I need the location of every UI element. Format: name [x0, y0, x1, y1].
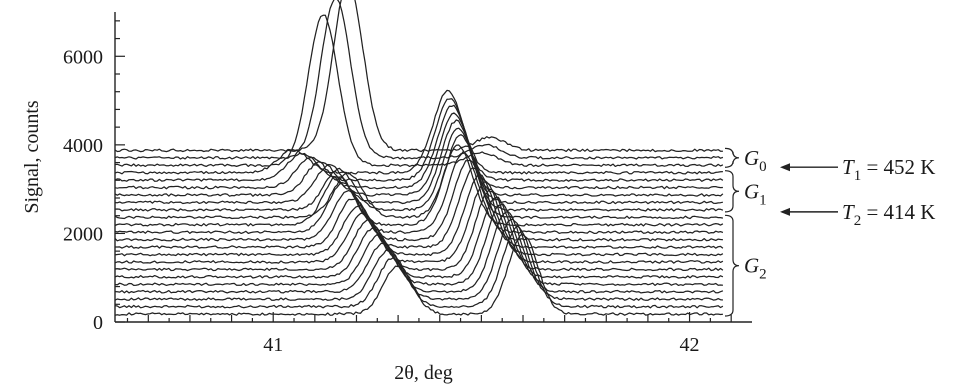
- arrow-head: [780, 207, 790, 216]
- y-tick-label: 0: [93, 312, 103, 334]
- series-line-5: [114, 196, 724, 279]
- series-line-0: [114, 233, 723, 316]
- series-line-12: [114, 144, 724, 227]
- y-tick-label: 4000: [63, 135, 103, 157]
- series-line-10: [114, 159, 723, 242]
- group-brace-G0: [724, 147, 740, 168]
- series-line-9: [115, 167, 724, 249]
- series-line-19: [114, 89, 723, 175]
- arrow-head: [780, 163, 790, 172]
- series-line-17: [114, 104, 723, 190]
- series-line-1: [114, 225, 724, 309]
- series-line-18: [114, 98, 724, 182]
- series-line-6: [114, 188, 724, 272]
- series-line-21: [114, 0, 724, 160]
- series-line-16: [114, 112, 724, 197]
- axes-layer: 0 2000 4000 6000 41 42: [63, 12, 752, 356]
- y-tick-label: 2000: [63, 223, 103, 245]
- x-axis-label: 2θ, deg: [394, 362, 452, 384]
- series-line-14: [114, 127, 724, 212]
- group-label: G2: [744, 254, 767, 283]
- temperature-label: T1 = 452 K: [842, 155, 935, 184]
- group-label: G1: [744, 179, 767, 208]
- group-brace-G1: [724, 170, 740, 213]
- series-line-13: [114, 134, 724, 220]
- x-tick-label: 42: [680, 334, 700, 356]
- series-line-11: [114, 150, 724, 235]
- series-line-4: [114, 203, 723, 287]
- series-line-2: [114, 218, 723, 301]
- group-brace-G2: [724, 214, 740, 317]
- y-tick-label: 6000: [63, 46, 103, 68]
- series-line-3: [114, 210, 724, 294]
- series-line-7: [114, 181, 724, 264]
- x-tick-label: 41: [263, 334, 283, 356]
- series-line-20: [114, 14, 724, 168]
- curves-layer: [114, 0, 724, 316]
- series-line-22: [114, 0, 723, 153]
- y-axis-label: Signal, counts: [21, 100, 43, 214]
- labels-layer: 2θ, deg Signal, counts: [21, 100, 453, 384]
- temperature-label: T2 = 414 K: [842, 200, 935, 229]
- group-label: G0: [744, 146, 767, 175]
- series-line-8: [114, 173, 724, 257]
- series-line-15: [114, 119, 724, 205]
- annotations-layer: G0 G1 G2 T1 = 452 K T2 = 414 K: [724, 146, 935, 317]
